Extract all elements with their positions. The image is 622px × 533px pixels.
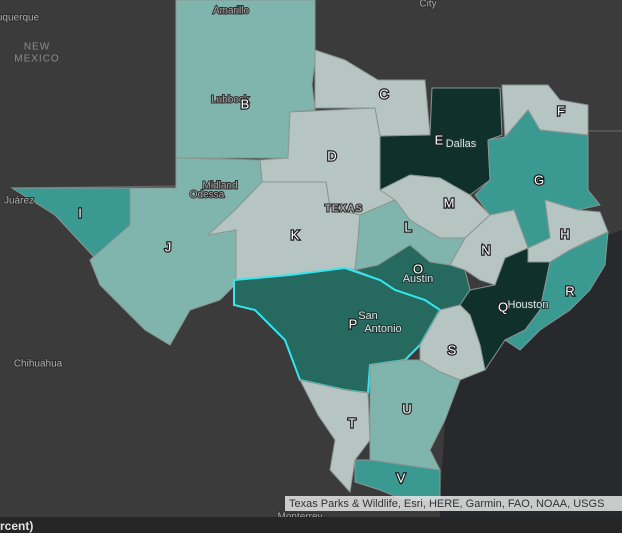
region[interactable]	[379, 174, 491, 239]
region-label: I	[78, 205, 82, 220]
region-label: C	[379, 86, 388, 101]
legend-title: rcent)	[0, 519, 33, 533]
region-label: Q	[498, 299, 508, 314]
region-label: H	[560, 226, 569, 241]
place-label: uquerque	[0, 13, 40, 24]
place-label: City	[419, 0, 436, 10]
region[interactable]	[419, 304, 486, 381]
country-label: MEXICO	[14, 54, 59, 65]
region-label: E	[435, 132, 444, 147]
place-label: Midland	[202, 181, 237, 192]
region-label: J	[165, 239, 172, 254]
place-label: Chihuahua	[14, 359, 63, 370]
region[interactable]	[175, 0, 316, 159]
place-label: Amarillo	[213, 6, 250, 17]
region-label: K	[291, 227, 300, 242]
place-label: TEXAS	[325, 204, 363, 215]
region-label: O	[413, 261, 423, 276]
region-label: R	[565, 283, 574, 298]
region[interactable]	[504, 231, 609, 351]
region-label: V	[397, 470, 406, 485]
region-label: U	[402, 401, 411, 416]
region-label: M	[444, 195, 455, 210]
region-label: L	[404, 219, 411, 234]
gulf-water	[440, 230, 622, 533]
city-label: San	[358, 310, 378, 322]
region-label: F	[557, 103, 565, 118]
country-label: NEW	[24, 42, 50, 53]
region[interactable]	[89, 157, 263, 346]
place-label: Lubbock	[211, 95, 250, 106]
region[interactable]	[299, 379, 371, 494]
region-label: N	[481, 242, 490, 257]
region-label: S	[448, 342, 457, 357]
region-label: D	[327, 148, 336, 163]
attribution-bar	[285, 496, 622, 511]
region[interactable]	[369, 359, 461, 471]
region-label: B	[241, 96, 250, 111]
city-label: Austin	[403, 273, 434, 285]
region-label: P	[349, 316, 358, 331]
city-label: Dallas	[446, 138, 477, 150]
region-label: T	[348, 415, 356, 430]
legend-bar	[0, 517, 622, 533]
city-label: Antonio	[364, 323, 401, 335]
region-label: G	[534, 172, 544, 187]
attribution: Texas Parks & Wildlife, Esri, HERE, Garm…	[289, 498, 604, 510]
place-label: Juárez	[4, 196, 34, 207]
city-label: Houston	[508, 299, 549, 311]
place-label: Odessa	[190, 190, 225, 201]
